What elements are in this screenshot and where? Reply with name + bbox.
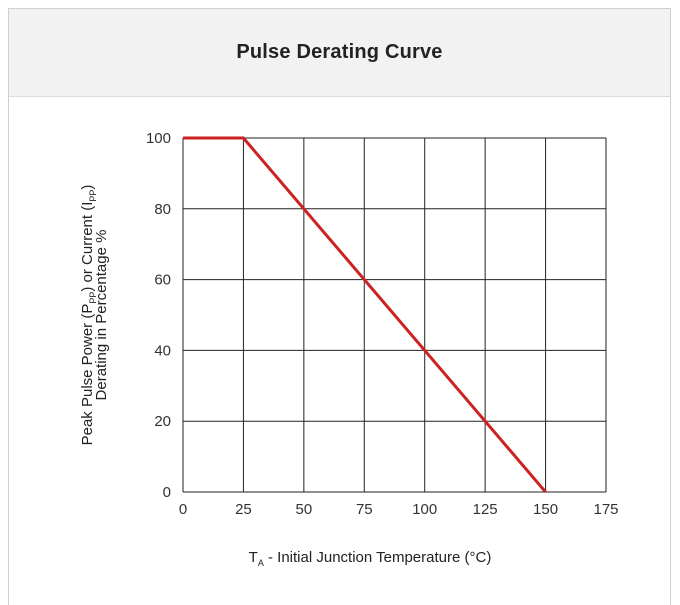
- x-tick-labels: 0 25 50 75 100 125 150 175: [179, 501, 619, 518]
- y-tick-label: 0: [163, 484, 171, 501]
- x-tick-label: 150: [533, 501, 558, 518]
- x-tick-label: 0: [179, 501, 187, 518]
- x-tick-label: 100: [412, 501, 437, 518]
- y-tick-label: 100: [146, 130, 171, 147]
- chart-title: Pulse Derating Curve: [236, 41, 443, 63]
- x-tick-label: 75: [356, 501, 373, 518]
- y-tick-label: 40: [154, 342, 171, 359]
- x-tick-label: 25: [235, 501, 252, 518]
- x-tick-label: 125: [473, 501, 498, 518]
- y-tick-label: 20: [154, 413, 171, 430]
- y-tick-labels: 0 20 40 60 80 100: [146, 130, 171, 501]
- x-axis-label: TA - Initial Junction Temperature (°C): [249, 549, 492, 568]
- chart-panel: Pulse Derating Curve: [8, 8, 671, 605]
- y-tick-label: 80: [154, 201, 171, 218]
- y-axis-label: Peak Pulse Power (PPP) or Current (IPP) …: [79, 185, 110, 446]
- series-line: [183, 136, 547, 493]
- x-tick-label: 175: [593, 501, 618, 518]
- chart-header: Pulse Derating Curve: [9, 9, 670, 97]
- y-axis-label-line2: Derating in Percentage %: [93, 230, 110, 401]
- x-tick-label: 50: [296, 501, 313, 518]
- y-tick-label: 60: [154, 272, 171, 289]
- y-axis-label-line1: Peak Pulse Power (PPP) or Current (IPP): [79, 185, 98, 446]
- grid: [182, 137, 607, 493]
